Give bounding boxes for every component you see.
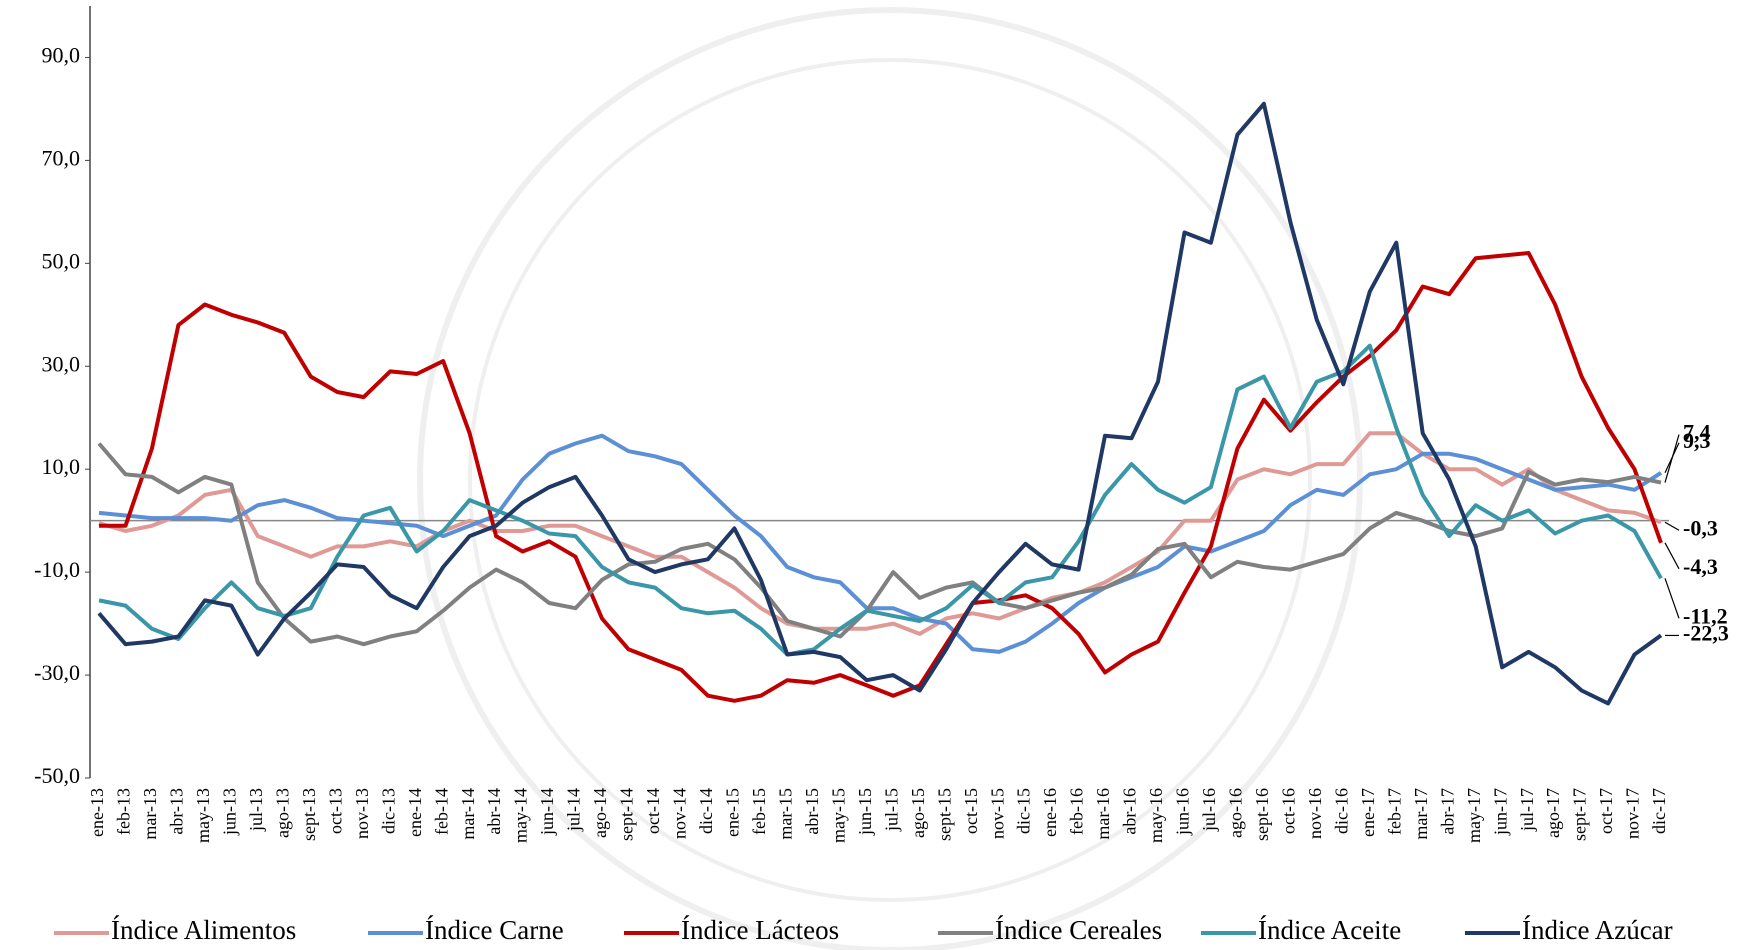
x-tick-label: nov-13 [352,788,372,839]
series-line [98,433,1663,654]
x-tick-label: jun-16 [1173,788,1193,836]
x-tick-label: jun-17 [1490,788,1510,836]
end-label: -0,3 [1683,515,1718,540]
x-tick-label: sept-13 [299,788,319,841]
x-tick-label: mar-17 [1411,788,1431,840]
y-tick-label: 50,0 [42,248,81,273]
x-tick-label: abr-16 [1120,788,1140,835]
x-tick-label: ago-13 [272,788,292,838]
series-line [98,431,1662,636]
x-tick-label: nov-17 [1623,788,1643,839]
x-tick-label: abr-14 [484,788,504,835]
x-tick-label: feb-16 [1067,788,1087,835]
x-tick-label: may-14 [511,788,531,843]
x-tick-label: oct-16 [1278,788,1298,834]
x-tick-label: jun-13 [219,788,239,836]
x-tick-label: feb-17 [1384,788,1404,835]
legend-label: Índice Azúcar [1522,915,1673,945]
x-tick-label: ene-17 [1358,788,1378,837]
series-line [97,101,1663,706]
x-tick-label: mar-14 [458,788,478,840]
x-tick-label: may-13 [193,788,213,843]
label-leader [1664,521,1680,531]
x-tick-label: nov-15 [987,788,1007,839]
y-tick-label: -50,0 [34,763,80,788]
x-tick-label: ene-15 [723,788,743,837]
x-tick-label: jun-14 [537,788,557,836]
x-tick-label: sept-17 [1570,788,1590,841]
end-label: 7,4 [1683,420,1711,445]
x-tick-label: dic-15 [1014,788,1034,834]
legend-label: Índice Cereales [995,915,1162,945]
label-leader [1664,434,1680,483]
y-tick-label: -30,0 [34,660,80,685]
x-tick-label: nov-16 [1305,788,1325,839]
x-tick-label: abr-17 [1437,788,1457,835]
x-tick-label: mar-13 [140,788,160,840]
x-tick-label: dic-14 [696,788,716,834]
x-tick-label: ago-16 [1226,788,1246,838]
y-tick-label: 90,0 [42,43,81,68]
y-tick-label: 70,0 [42,145,81,170]
legend-label: Índice Aceite [1258,915,1401,945]
x-tick-label: jul-16 [1199,788,1219,832]
x-tick-label: jul-17 [1517,788,1537,832]
x-tick-label: ago-14 [590,788,610,838]
legend-label: Índice Lácteos [681,915,839,945]
legend-label: Índice Carne [425,915,564,945]
x-tick-label: feb-15 [749,788,769,835]
x-tick-label: may-15 [828,788,848,843]
x-tick-label: ago-17 [1543,788,1563,838]
x-tick-label: abr-15 [802,788,822,835]
x-tick-label: jul-14 [564,788,584,832]
x-tick-label: sept-15 [934,788,954,841]
label-leader [1664,542,1680,570]
x-tick-label: feb-14 [431,788,451,835]
x-tick-label: mar-15 [775,788,795,840]
x-tick-label: oct-17 [1596,788,1616,834]
x-tick-label: jun-15 [855,788,875,836]
x-tick-label: sept-14 [617,788,637,841]
end-label: -11,2 [1683,603,1728,628]
x-tick-label: oct-14 [643,788,663,834]
y-tick-label: 10,0 [42,454,81,479]
x-tick-label: abr-13 [167,788,187,835]
y-tick-label: -10,0 [34,557,80,582]
x-tick-label: ene-14 [405,788,425,837]
end-label: -4,3 [1683,554,1718,579]
series-line [98,343,1663,657]
x-tick-label: ene-16 [1040,788,1060,837]
y-tick-label: 30,0 [42,351,81,376]
x-tick-label: ene-13 [87,788,107,837]
x-tick-label: may-17 [1464,788,1484,843]
x-tick-label: dic-16 [1331,788,1351,834]
legend-label: Índice Alimentos [111,915,296,945]
x-tick-label: jul-15 [881,788,901,832]
x-tick-label: may-16 [1146,788,1166,843]
series-line [99,251,1663,703]
x-tick-label: nov-14 [670,788,690,839]
x-tick-label: mar-16 [1093,788,1113,840]
x-tick-label: oct-15 [961,788,981,834]
end-label: 9,3 [1683,428,1711,453]
x-tick-label: dic-17 [1649,788,1669,834]
x-tick-label: jul-13 [246,788,266,832]
x-tick-label: dic-13 [378,788,398,834]
x-tick-label: ago-15 [908,788,928,838]
series-line [97,442,1662,647]
label-leader [1664,578,1680,619]
x-tick-label: sept-16 [1252,788,1272,841]
end-label: -22,3 [1683,620,1729,645]
x-tick-label: oct-13 [325,788,345,834]
x-tick-label: feb-13 [114,788,134,835]
